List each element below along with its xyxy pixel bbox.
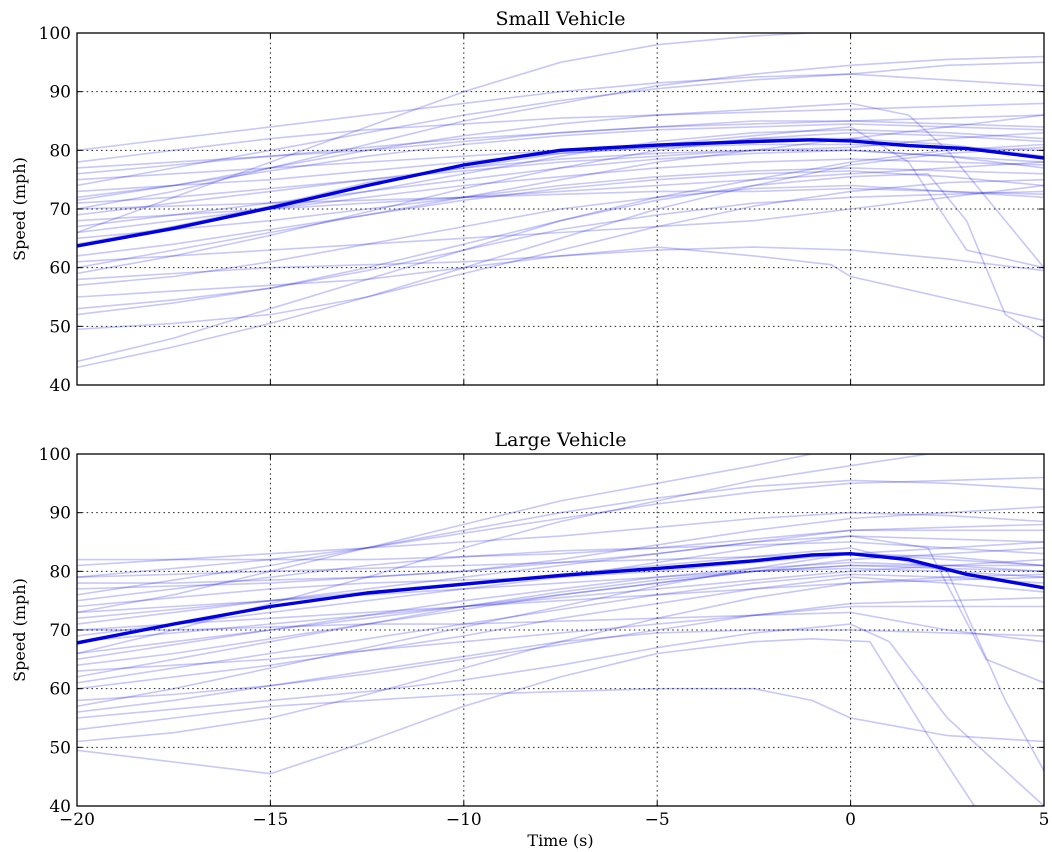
trace-line-15 bbox=[77, 564, 1044, 678]
trace-line-10 bbox=[77, 623, 1044, 806]
trace-line-20 bbox=[77, 558, 1044, 643]
trace-line-2 bbox=[77, 123, 1044, 201]
trace-line-9 bbox=[77, 596, 1044, 702]
mean-line bbox=[77, 552, 1044, 645]
trace-line-6 bbox=[77, 55, 1044, 210]
trace-line-27 bbox=[77, 567, 1044, 614]
y-tick-label: 50 bbox=[49, 317, 71, 337]
trace-line-14 bbox=[77, 143, 1044, 363]
y-tick-label: 60 bbox=[49, 680, 71, 700]
trace-line-3 bbox=[77, 114, 1044, 169]
trace-line-14 bbox=[77, 629, 1044, 713]
trace-line-22 bbox=[77, 184, 1044, 287]
trace-line-8 bbox=[77, 114, 1044, 269]
trace-line-25 bbox=[77, 605, 1044, 672]
trace-line-26 bbox=[77, 576, 1044, 690]
trace-line-13 bbox=[77, 178, 1044, 331]
trace-line-17 bbox=[77, 535, 1044, 590]
trace-line-7 bbox=[77, 33, 1044, 234]
chart-title: Small Vehicle bbox=[495, 8, 625, 30]
series-group bbox=[77, 33, 1044, 369]
y-tick-label: 60 bbox=[49, 259, 71, 279]
trace-line-19 bbox=[77, 149, 1044, 216]
trace-line-12 bbox=[77, 638, 976, 806]
trace-line-10 bbox=[77, 246, 1044, 281]
trace-line-5 bbox=[77, 73, 1044, 187]
mean-line bbox=[77, 138, 1044, 248]
trace-line-26 bbox=[77, 161, 1044, 222]
trace-line-15 bbox=[77, 146, 1044, 369]
trace-line-20 bbox=[77, 167, 1044, 240]
trace-line-29 bbox=[77, 143, 1044, 193]
trace-line-4 bbox=[77, 61, 1044, 152]
small-vehicle-panel: 40 50 60 70 80 90 100 Small Vehicle Speed (mph) bbox=[10, 8, 1045, 396]
y-tick-label: 80 bbox=[49, 141, 71, 161]
y-tick-label: 70 bbox=[49, 200, 71, 220]
x-tick-label: −15 bbox=[252, 810, 288, 830]
trace-line-24 bbox=[77, 529, 1044, 625]
y-tick-label: 50 bbox=[49, 738, 71, 758]
x-tick-label: 0 bbox=[845, 810, 856, 830]
trace-line-23 bbox=[77, 190, 1044, 310]
trace-line-3 bbox=[77, 479, 1044, 596]
trace-line-31 bbox=[77, 187, 1044, 210]
x-tick-label: −20 bbox=[59, 810, 95, 830]
chart-title: Large Vehicle bbox=[495, 429, 627, 451]
trace-line-28 bbox=[77, 131, 1044, 275]
trace-line-16 bbox=[77, 149, 1044, 228]
y-tick-label: 100 bbox=[39, 445, 71, 465]
trace-line-7 bbox=[77, 564, 1044, 666]
trace-line-8 bbox=[77, 573, 1044, 684]
y-axis-label: Speed (mph) bbox=[10, 578, 29, 682]
y-tick-label: 70 bbox=[49, 621, 71, 641]
trace-line-32 bbox=[77, 158, 1044, 234]
x-tick-label: −5 bbox=[645, 810, 670, 830]
x-tick-label: 5 bbox=[1039, 810, 1050, 830]
trace-line-30 bbox=[77, 561, 1044, 661]
y-tick-label: 40 bbox=[49, 376, 71, 396]
trace-line-12 bbox=[77, 173, 1044, 339]
trace-line-29 bbox=[77, 611, 1044, 643]
trace-line-16 bbox=[77, 552, 1044, 608]
trace-line-11 bbox=[77, 687, 1044, 743]
trace-line-4 bbox=[77, 454, 1044, 614]
trace-line-30 bbox=[77, 102, 1044, 163]
x-tick-label: −10 bbox=[446, 810, 482, 830]
trace-line-9 bbox=[77, 184, 1044, 263]
trace-line-11 bbox=[77, 246, 1044, 322]
y-tick-label: 100 bbox=[39, 24, 71, 44]
trace-line-32 bbox=[77, 523, 1044, 561]
trace-line-18 bbox=[77, 102, 1044, 269]
trace-line-1 bbox=[77, 511, 1044, 567]
y-tick-label: 40 bbox=[49, 797, 71, 817]
series-group bbox=[77, 454, 1044, 806]
y-axis-label: Speed (mph) bbox=[10, 157, 29, 261]
trace-line-2 bbox=[77, 476, 1044, 578]
y-tick-label: 90 bbox=[49, 504, 71, 524]
trace-line-21 bbox=[77, 170, 1044, 257]
trace-line-28 bbox=[77, 506, 1044, 584]
y-tick-label: 80 bbox=[49, 562, 71, 582]
trace-line-6 bbox=[77, 576, 1044, 631]
x-axis-label: Time (s) bbox=[527, 831, 593, 850]
trace-line-31 bbox=[77, 541, 1044, 708]
trace-line-24 bbox=[77, 120, 1044, 175]
large-vehicle-panel: 40 50 60 70 80 90 100 −20 −15 −10 −5 0 5 Large Vehicl… bbox=[10, 429, 1049, 850]
trace-line-19 bbox=[77, 547, 1044, 772]
trace-line-21 bbox=[77, 541, 1044, 602]
y-tick-label: 90 bbox=[49, 83, 71, 103]
trace-line-13 bbox=[77, 573, 1044, 743]
